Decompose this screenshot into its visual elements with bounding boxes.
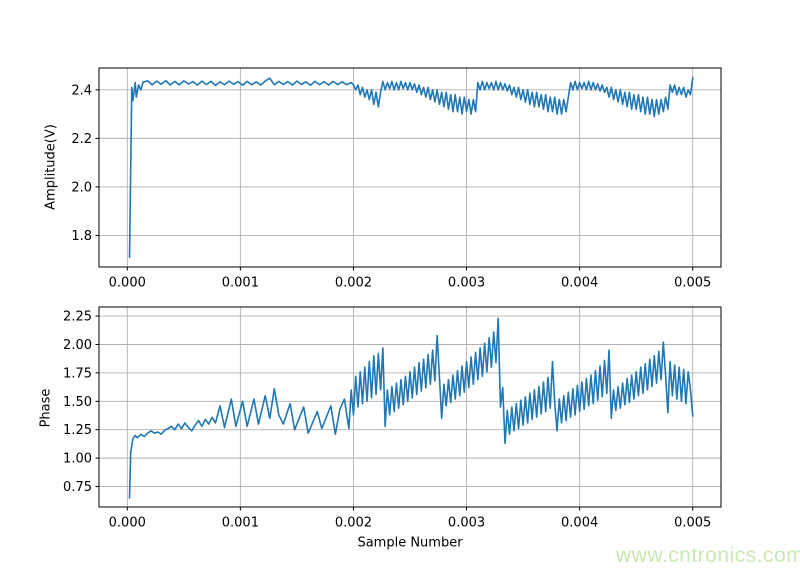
x-tick-label: 0.002: [335, 276, 372, 291]
y-tick-label: 1.8: [71, 229, 92, 244]
x-tick-label: 0.001: [222, 276, 259, 291]
axes-frame: [98, 67, 722, 268]
phase-y-axis-label: Phase: [38, 388, 54, 428]
y-tick-label: 0.75: [63, 480, 92, 495]
x-tick-label: 0.000: [109, 516, 146, 531]
x-tick-label: 0.004: [561, 516, 598, 531]
x-tick-label: 0.005: [674, 276, 711, 291]
phase-line: [128, 317, 694, 499]
y-tick-label: 2.2: [71, 132, 92, 147]
x-tick-label: 0.000: [109, 276, 146, 291]
amplitude-line: [128, 76, 694, 259]
x-tick-label: 0.001: [222, 516, 259, 531]
y-tick-label: 1.75: [63, 366, 92, 381]
watermark: www.cntronics.com: [616, 544, 800, 567]
x-tick-label: 0.005: [674, 516, 711, 531]
y-tick-label: 2.00: [63, 338, 92, 353]
y-tick-label: 2.0: [71, 180, 92, 195]
y-tick-label: 1.00: [63, 452, 92, 467]
x-tick-label: 0.002: [335, 516, 372, 531]
y-tick-label: 2.4: [71, 83, 92, 98]
axes-frame: [98, 306, 722, 508]
x-tick-label: 0.004: [561, 276, 598, 291]
y-tick-label: 1.50: [63, 395, 92, 410]
x-tick-label: 0.003: [448, 516, 485, 531]
x-tick-label: 0.003: [448, 276, 485, 291]
y-tick-label: 2.25: [63, 310, 92, 325]
amplitude-y-axis-label: Amplitude(V): [43, 124, 59, 210]
y-tick-label: 1.25: [63, 423, 92, 438]
x-axis-label: Sample Number: [357, 535, 463, 551]
